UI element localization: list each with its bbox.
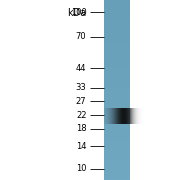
Text: 27: 27 (76, 97, 86, 106)
Text: 100: 100 (71, 8, 86, 17)
Text: 33: 33 (76, 83, 86, 92)
Text: 22: 22 (76, 111, 86, 120)
Text: kDa: kDa (67, 8, 86, 19)
Text: 70: 70 (76, 32, 86, 41)
Text: 18: 18 (76, 125, 86, 134)
Text: 10: 10 (76, 165, 86, 174)
Text: 44: 44 (76, 64, 86, 73)
Text: 14: 14 (76, 142, 86, 151)
